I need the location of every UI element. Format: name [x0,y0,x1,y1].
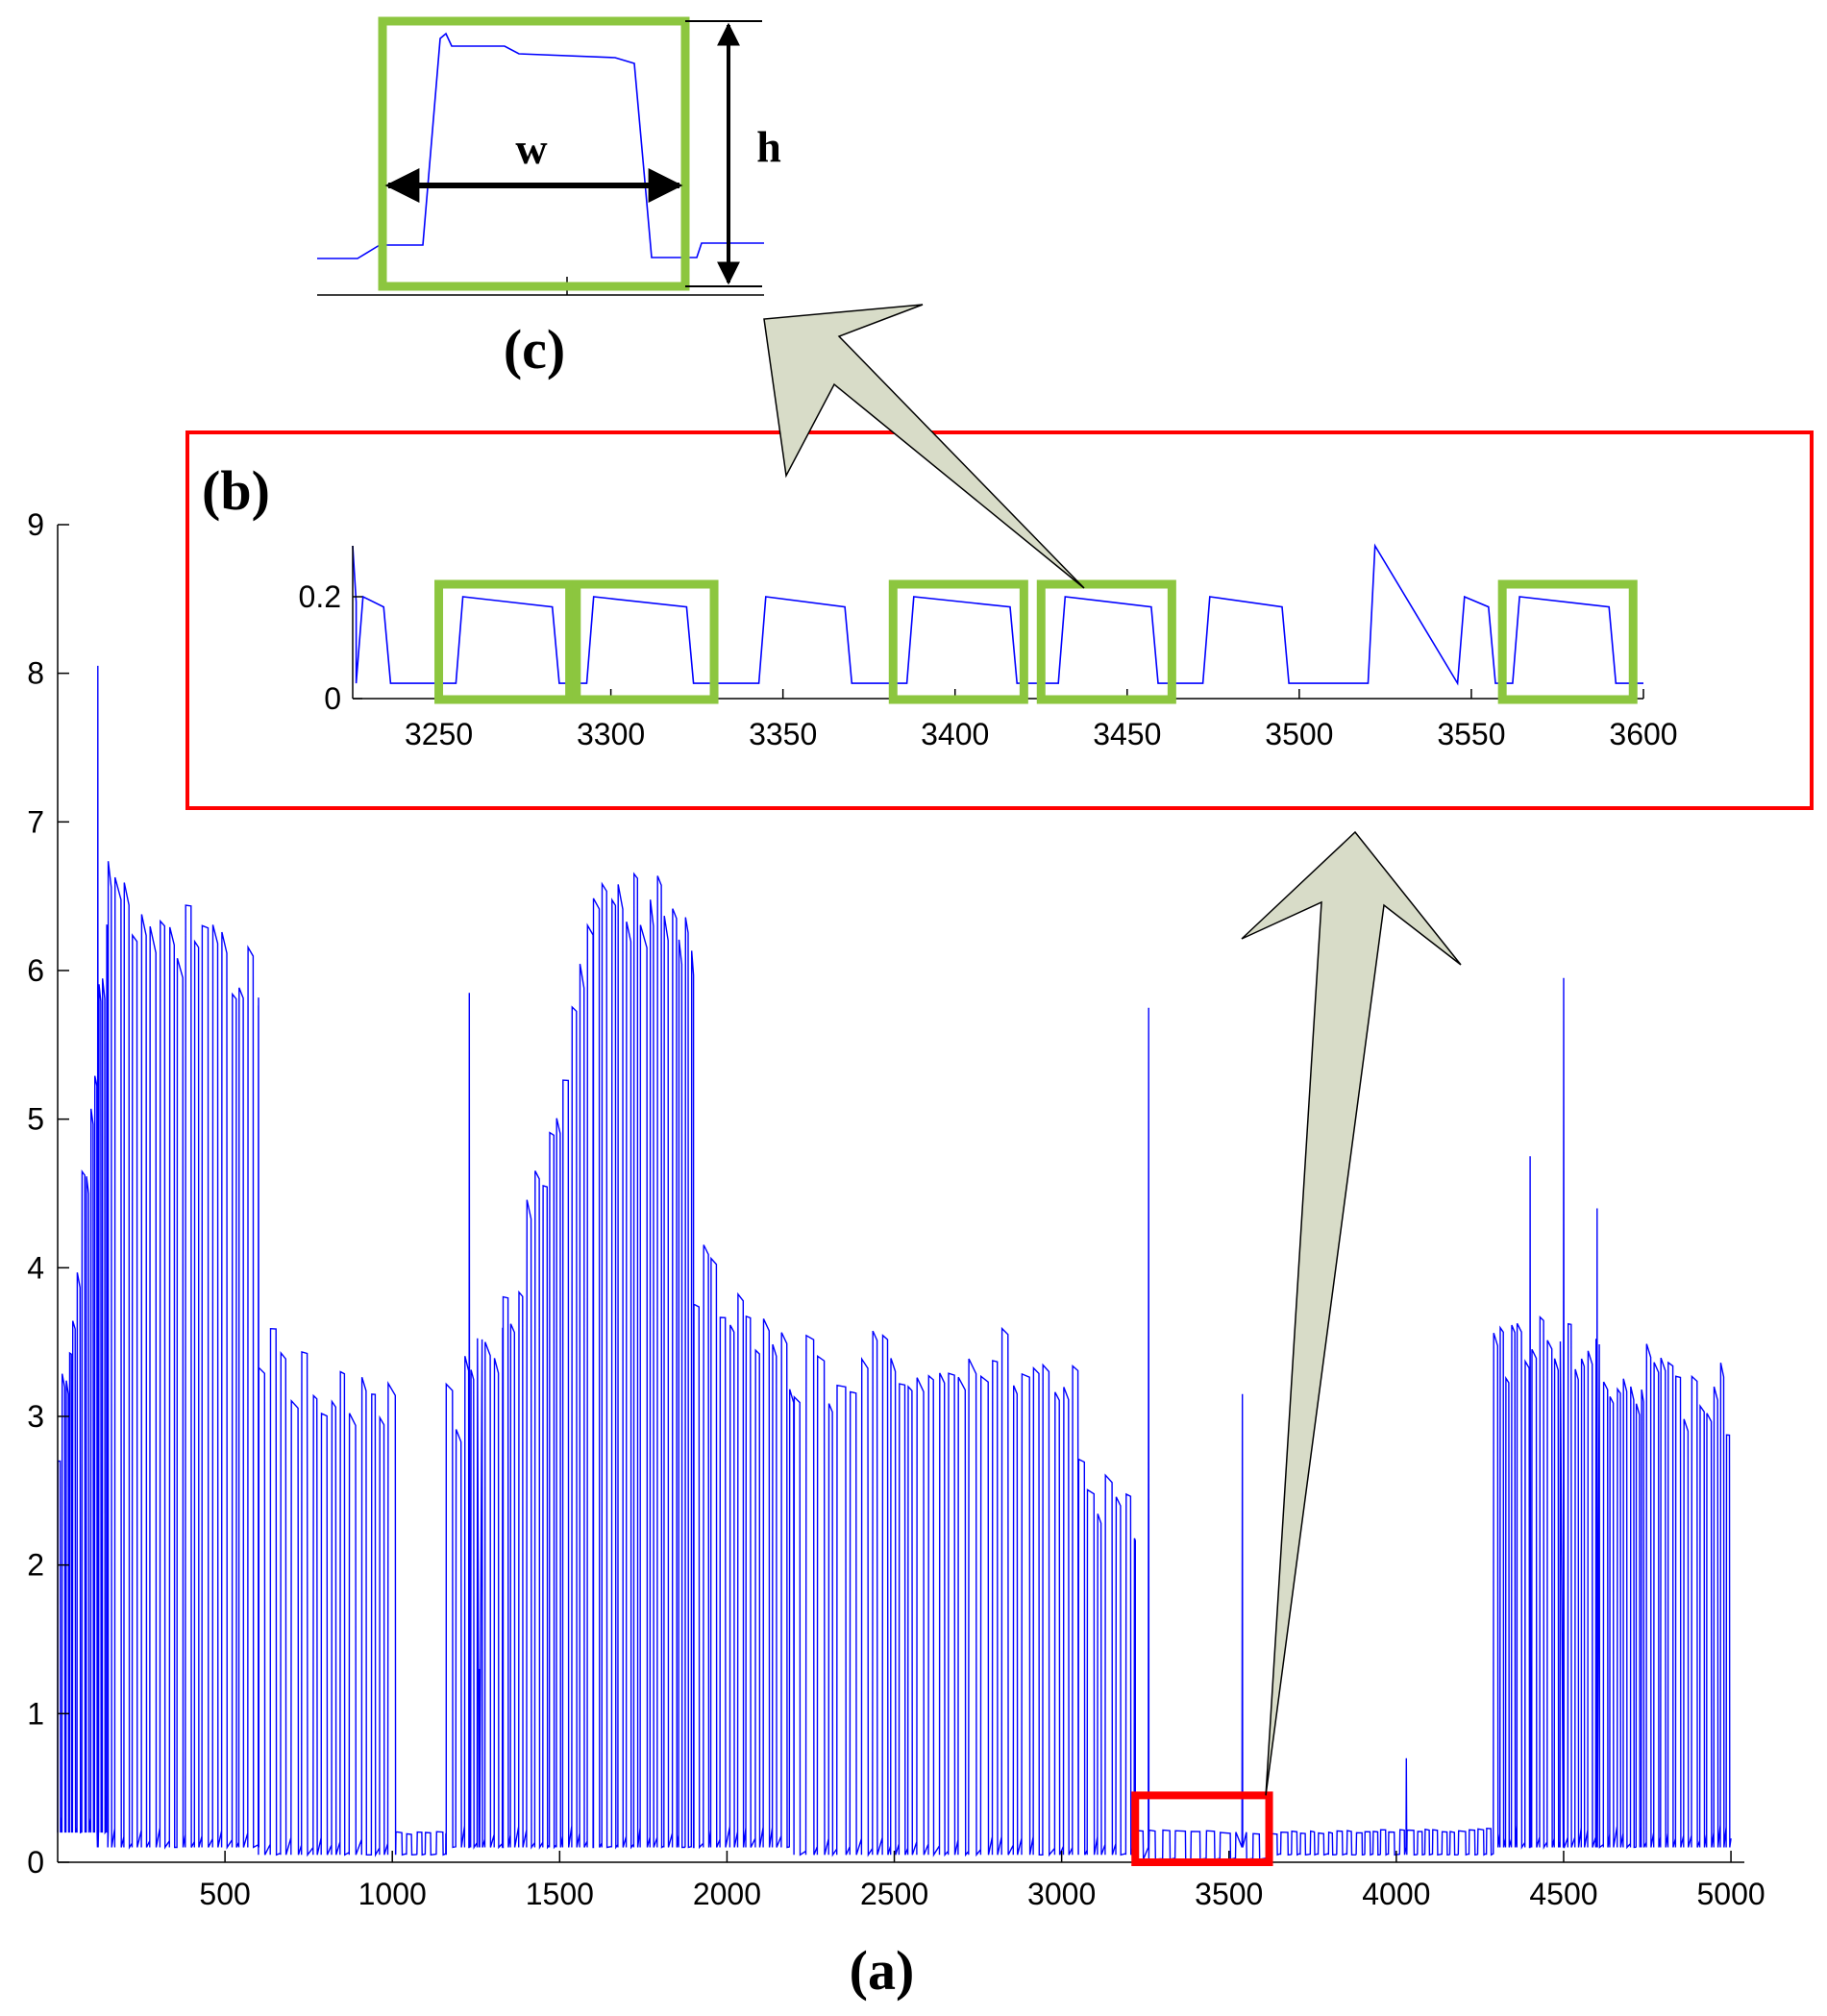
x-tick-label: 2500 [860,1877,928,1911]
zoom-x-tick-label: 3250 [405,717,473,751]
zoom-x-tick-label: 3500 [1265,717,1333,751]
zoom-y-tick-label: 0 [324,681,341,716]
y-tick-label: 4 [27,1250,44,1285]
zoom-x-tick-label: 3550 [1437,717,1505,751]
zoom-signal-line [352,543,1643,686]
x-tick-label: 1500 [526,1877,594,1911]
panel-b-label: (b) [202,459,270,522]
main-chart-axes [57,525,1744,1863]
pulse-window-box [1497,579,1638,704]
zoom-x-tick-label: 3350 [749,717,817,751]
callout-arrow-to-b [1241,830,1462,1796]
y-tick-label: 2 [27,1548,44,1583]
y-tick-label: 1 [27,1696,44,1731]
zoom-x-tick-label: 3300 [577,717,645,751]
x-tick-label: 2000 [693,1877,761,1911]
panel-a-label: (a) [850,1939,915,2002]
zoom-x-tick-label: 3450 [1093,717,1161,751]
pulse-window-box [1036,579,1176,704]
panel-c-label: (c) [504,318,565,381]
x-tick-label: 3500 [1195,1877,1263,1911]
x-tick-label: 4500 [1529,1877,1597,1911]
x-tick-label: 500 [199,1877,250,1911]
pulse-detail-panel-c: w h (c) [317,16,781,381]
x-tick-label: 5000 [1696,1877,1765,1911]
y-tick-label: 9 [27,507,44,542]
main-chart: 500 1000 1500 2000 2500 3000 3500 4000 4500 50000… [27,507,1765,2002]
x-tick-label: 1000 [358,1877,427,1911]
y-tick-label: 3 [27,1399,44,1434]
x-tick-label: 3000 [1027,1877,1096,1911]
pulse-window-box [572,579,719,704]
x-tick-label: 4000 [1362,1877,1430,1911]
pulse-window-box [888,579,1028,704]
zoom-region-box [1131,1791,1273,1867]
callout-arrow-to-c [763,304,1085,589]
y-tick-label: 6 [27,953,44,988]
zoom-x-tick-label: 3600 [1609,717,1677,751]
y-tick-label: 0 [27,1845,44,1880]
y-tick-label: 7 [27,804,44,839]
zoom-panel-b: (b) 3250 3300 3350 3400 3450 3500 3550 3600 0 0.2 [185,430,1814,810]
y-tick-label: 5 [27,1102,44,1137]
y-tick-label: 8 [27,656,44,691]
pulse-windows [434,579,1638,704]
zoom-panel-frame [185,430,1814,810]
zoom-y-tick-label: 0.2 [299,579,341,614]
detail-window-box [378,16,690,291]
pulse-window-box [434,579,575,704]
zoom-x-tick-label: 3400 [921,717,989,751]
width-label: w [515,124,547,173]
main-signal-line [57,665,1732,1860]
height-label: h [756,122,781,171]
detail-pulse-line [317,32,764,259]
